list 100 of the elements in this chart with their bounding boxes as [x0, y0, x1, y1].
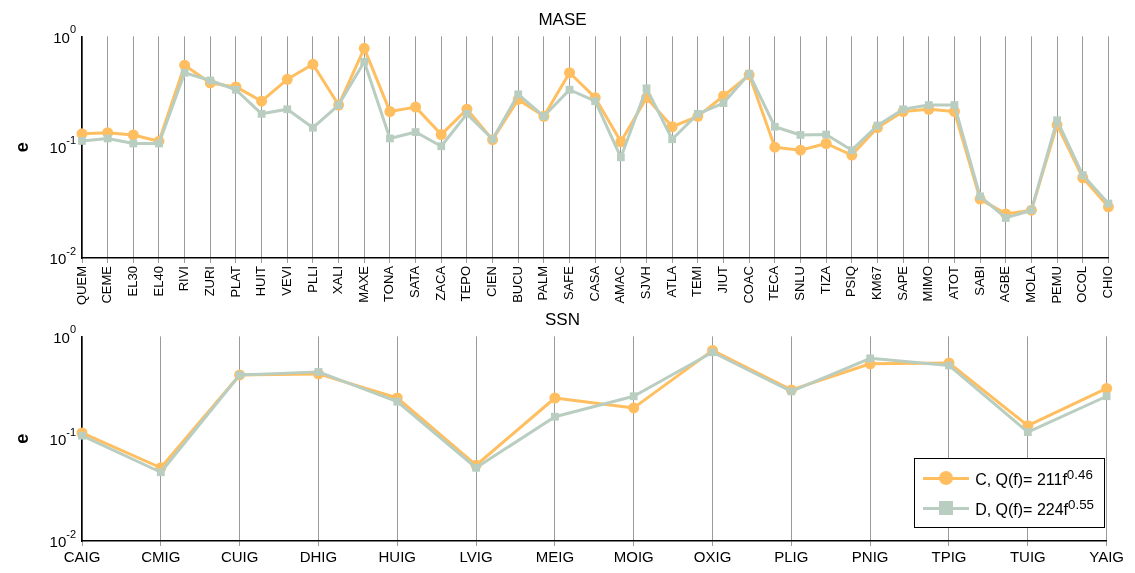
point	[206, 76, 215, 85]
chart-title: SSN	[545, 309, 580, 329]
x-tick-label: SNLU	[792, 266, 808, 301]
point	[769, 141, 781, 153]
point	[642, 84, 651, 93]
point	[549, 392, 561, 404]
x-tick-label: ZACA	[432, 265, 448, 301]
x-tick-label: RIVI	[176, 266, 192, 292]
x-tick-label: PALM	[535, 266, 551, 301]
x-tick-label: AMAC	[612, 266, 628, 304]
x-tick-label: COAC	[740, 266, 756, 304]
x-tick-label: BUCU	[509, 266, 525, 303]
x-tick-label: SATA	[407, 265, 423, 299]
point	[945, 361, 953, 370]
x-tick-label: MOIG	[613, 548, 654, 566]
x-tick-label: ATLA	[663, 265, 679, 298]
point	[283, 105, 292, 114]
x-tick-label: MEIG	[535, 548, 575, 566]
x-tick-label: VEVI	[278, 266, 294, 296]
x-tick-label: EL30	[124, 266, 140, 297]
point	[822, 130, 831, 139]
point	[1053, 116, 1061, 125]
point	[1001, 214, 1010, 222]
x-tick-label: CHIO	[1099, 266, 1115, 299]
x-tick-label: HUIT	[253, 265, 269, 297]
x-tick-label: CEME	[99, 265, 115, 304]
point	[314, 367, 323, 376]
point	[666, 121, 678, 133]
point	[693, 109, 702, 118]
x-tick-label: HUIG	[378, 548, 417, 566]
point	[232, 85, 240, 94]
point	[591, 97, 600, 106]
x-tick-label: SAPE	[894, 265, 910, 301]
point	[796, 131, 805, 139]
point	[411, 128, 420, 136]
x-tick-label: PSIQ	[843, 266, 859, 298]
x-tick-label: TEPO	[458, 266, 474, 302]
x-tick-label: SAFE	[561, 265, 577, 300]
x-tick-label: ZURI	[201, 266, 217, 297]
x-tick-label: EL40	[150, 266, 166, 297]
point	[950, 101, 959, 109]
point	[78, 431, 86, 440]
point	[794, 144, 806, 156]
point	[564, 67, 576, 79]
point	[1078, 171, 1087, 179]
point	[668, 135, 677, 144]
point	[180, 68, 189, 77]
chart-title: MASE	[538, 9, 587, 29]
point	[386, 134, 394, 143]
x-tick-label: CASA	[586, 265, 602, 302]
x-tick-label: LVIG	[459, 548, 493, 566]
point	[155, 139, 163, 148]
point	[820, 138, 832, 149]
x-tick-label: OCOL	[1074, 266, 1090, 303]
x-tick-label: QUEM	[73, 266, 89, 305]
x-tick-label: PNIG	[851, 548, 889, 566]
point	[358, 42, 370, 54]
point	[514, 90, 523, 99]
point	[307, 58, 319, 70]
x-tick-label: DHIG	[299, 548, 338, 566]
point	[551, 412, 559, 421]
point	[565, 85, 574, 94]
x-tick-label: JIUT	[715, 265, 731, 294]
point	[281, 73, 293, 85]
point	[924, 101, 933, 109]
point	[1102, 392, 1111, 401]
legend-label: C, Q(f)= 211f$^{0.46}$	[975, 466, 1093, 490]
x-tick-label: TUIG	[1009, 548, 1046, 566]
x-tick-label: CAIG	[63, 548, 101, 566]
point	[309, 123, 317, 132]
x-tick-label: CUIG	[220, 548, 259, 566]
x-tick-label: TEMI	[689, 266, 705, 298]
point	[629, 392, 638, 401]
point	[719, 99, 728, 107]
point	[384, 106, 396, 117]
point	[103, 134, 112, 143]
point	[78, 137, 86, 145]
x-tick-label: YAIG	[1089, 548, 1124, 566]
x-tick-label: SABI	[971, 266, 987, 296]
point	[616, 153, 625, 162]
point	[256, 95, 268, 107]
x-tick-label: CMIG	[141, 548, 181, 566]
x-tick-label: MOLA	[1023, 265, 1038, 303]
x-tick-label: XALI	[330, 266, 346, 295]
point	[129, 139, 138, 148]
x-tick-label: TONA	[381, 265, 397, 302]
point	[156, 468, 165, 477]
x-tick-label: TPIG	[931, 548, 967, 566]
x-tick-label: AGBE	[997, 265, 1013, 303]
x-tick-label: CIEN	[484, 266, 500, 298]
x-tick-label: PLIG	[774, 548, 809, 566]
x-tick-label: ATOT	[946, 265, 962, 300]
x-tick-label: TECA	[766, 265, 782, 301]
point	[770, 122, 779, 131]
point	[866, 354, 875, 363]
point	[976, 192, 984, 201]
y-axis-title: e	[11, 142, 32, 153]
point	[410, 101, 422, 113]
point	[847, 146, 856, 155]
x-tick-label: SJVH	[638, 266, 654, 300]
